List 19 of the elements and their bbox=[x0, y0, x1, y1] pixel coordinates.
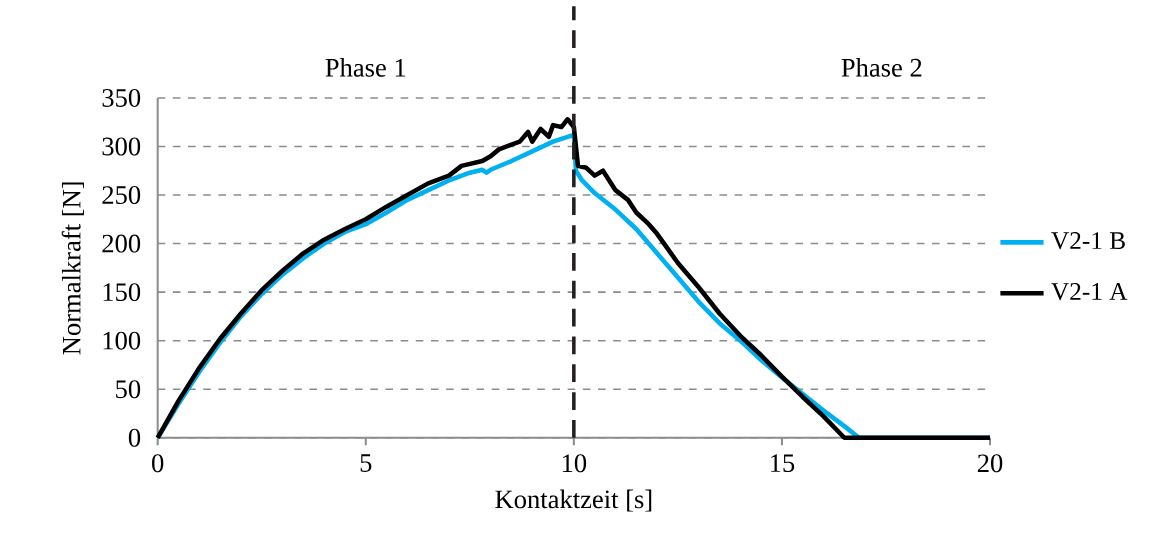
y-tick-label: 0 bbox=[128, 428, 141, 447]
x-tick-label: 10 bbox=[562, 454, 587, 473]
text: Phase 2 bbox=[841, 58, 922, 77]
y-tick-label: 350 bbox=[102, 88, 141, 107]
y-tick-label: 150 bbox=[103, 283, 141, 302]
x-tick-label: 20 bbox=[977, 454, 1003, 473]
y-tick-label: 200 bbox=[102, 234, 141, 253]
x-tick-label: 5 bbox=[360, 454, 372, 472]
legend-label: V2-1 B bbox=[1051, 232, 1125, 250]
y-axis-title: Normalkraft [N] bbox=[61, 182, 84, 355]
y-tick-label: 250 bbox=[102, 186, 141, 204]
y-tick-label: 100 bbox=[103, 331, 141, 350]
x-tick-label: 0 bbox=[152, 454, 164, 473]
x-tick-label: 15 bbox=[770, 454, 795, 473]
y-tick-label: 50 bbox=[116, 380, 141, 399]
text: Phase 1 bbox=[325, 58, 406, 77]
legend-label: V2-1 A bbox=[1051, 283, 1128, 301]
y-tick-label: 300 bbox=[102, 137, 141, 156]
x-axis-title: Kontaktzeit [s] bbox=[495, 489, 652, 512]
